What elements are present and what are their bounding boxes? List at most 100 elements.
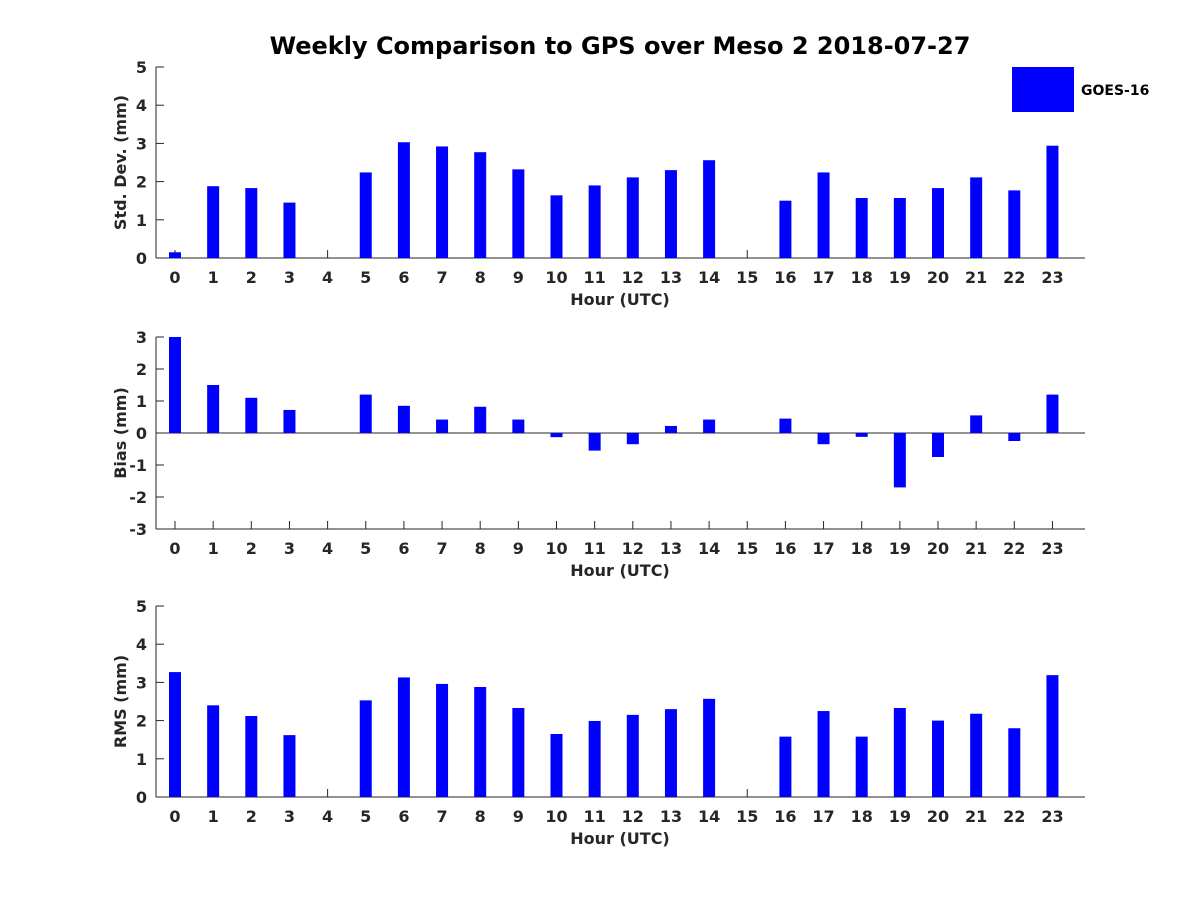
std-dev-xtick-label: 13 (660, 268, 682, 287)
rms-ytick-label: 2 (136, 712, 147, 731)
rms-bar-hour-19 (893, 707, 906, 797)
std-dev-xtick-label: 14 (698, 268, 720, 287)
std-dev-ytick-label: 5 (136, 58, 147, 77)
bias-y-label: Bias (mm) (111, 387, 130, 479)
rms-xtick-label: 10 (545, 807, 567, 826)
rms-bar-hour-13 (664, 709, 677, 797)
rms-bar-hour-16 (779, 736, 792, 797)
std-dev-xtick-label: 2 (246, 268, 257, 287)
std-dev-xtick-label: 19 (889, 268, 911, 287)
std-dev-xtick-label: 1 (208, 268, 219, 287)
bias-xtick-label: 19 (889, 539, 911, 558)
rms-xtick-label: 7 (436, 807, 447, 826)
rms-xtick-label: 2 (246, 807, 257, 826)
bias-xtick-label: 16 (774, 539, 796, 558)
bias-bar-hour-18 (855, 433, 868, 437)
rms-bar-hour-1 (207, 705, 220, 797)
bias-bar-hour-11 (588, 433, 601, 451)
legend-label-goes-16: GOES-16 (1081, 83, 1149, 99)
std-dev-bar-hour-8 (474, 152, 487, 258)
bias-bar-hour-13 (664, 425, 677, 433)
bias-bar-hour-21 (970, 415, 983, 433)
std-dev-bar-hour-21 (970, 177, 983, 258)
chart-title: Weekly Comparison to GPS over Meso 2 201… (270, 32, 971, 60)
std-dev-xtick-label: 15 (736, 268, 758, 287)
bias-ytick-label: 3 (136, 328, 147, 347)
bias-bar-hour-7 (436, 419, 449, 433)
rms-bar-hour-18 (855, 736, 868, 797)
rms-bar-hour-3 (283, 735, 296, 797)
std-dev-xtick-label: 21 (965, 268, 987, 287)
rms-ytick-label: 4 (136, 635, 147, 654)
bias-bar-hour-17 (817, 433, 830, 445)
rms-xtick-label: 14 (698, 807, 720, 826)
std-dev-bar-hour-16 (779, 200, 792, 258)
bias-bar-hour-9 (512, 419, 525, 433)
rms-ytick-label: 1 (136, 750, 147, 769)
std-dev-bar-hour-10 (550, 195, 563, 258)
std-dev-xtick-label: 22 (1003, 268, 1025, 287)
rms-xtick-label: 1 (208, 807, 219, 826)
std-dev-bar-hour-12 (626, 177, 639, 258)
rms-xtick-label: 8 (475, 807, 486, 826)
bias-x-label: Hour (UTC) (570, 561, 670, 580)
std-dev-xtick-label: 5 (360, 268, 371, 287)
bias-xtick-label: 14 (698, 539, 720, 558)
bias-ytick-label: 2 (136, 360, 147, 379)
rms-bar-hour-14 (703, 698, 716, 797)
rms-bar-hour-7 (436, 683, 449, 797)
bias-bar-hour-1 (207, 385, 220, 433)
rms-bar-hour-22 (1008, 728, 1021, 797)
rms-xtick-label: 18 (851, 807, 873, 826)
bias-bar-hour-14 (703, 419, 716, 433)
bias-xtick-label: 12 (622, 539, 644, 558)
std-dev-xtick-label: 6 (398, 268, 409, 287)
bias-xtick-label: 20 (927, 539, 949, 558)
bias-xtick-label: 6 (398, 539, 409, 558)
rms-bar-hour-6 (397, 677, 410, 797)
std-dev-ytick-label: 4 (136, 96, 147, 115)
rms-xtick-label: 19 (889, 807, 911, 826)
bias-ytick-label: 0 (136, 424, 147, 443)
rms-xtick-label: 21 (965, 807, 987, 826)
std-dev-ytick-label: 0 (136, 249, 147, 268)
bias-xtick-label: 1 (208, 539, 219, 558)
rms-x-label: Hour (UTC) (570, 829, 670, 848)
rms-xtick-label: 15 (736, 807, 758, 826)
bias-xtick-label: 7 (436, 539, 447, 558)
std-dev-bar-hour-11 (588, 185, 601, 258)
std-dev-bar-hour-5 (359, 172, 372, 258)
rms-ytick-label: 0 (136, 788, 147, 807)
rms-bar-hour-10 (550, 733, 563, 797)
rms-xtick-label: 12 (622, 807, 644, 826)
rms-xtick-label: 11 (584, 807, 606, 826)
bias-xtick-label: 23 (1041, 539, 1063, 558)
bias-bar-hour-12 (626, 433, 639, 445)
std-dev-xtick-label: 23 (1041, 268, 1063, 287)
rms-xtick-label: 16 (774, 807, 796, 826)
rms-xtick-label: 13 (660, 807, 682, 826)
rms-bar-hour-2 (245, 716, 258, 797)
std-dev-xtick-label: 10 (545, 268, 567, 287)
std-dev-ytick-label: 1 (136, 211, 147, 230)
bias-bar-hour-16 (779, 418, 792, 433)
rms-bar-hour-12 (626, 714, 639, 797)
std-dev-bar-hour-22 (1008, 190, 1021, 258)
rms-bar-hour-11 (588, 720, 601, 797)
bias-xtick-label: 21 (965, 539, 987, 558)
std-dev-bar-hour-7 (436, 146, 449, 258)
std-dev-xtick-label: 4 (322, 268, 333, 287)
std-dev-xtick-label: 8 (475, 268, 486, 287)
std-dev-ytick-label: 2 (136, 173, 147, 192)
std-dev-bar-hour-0 (169, 252, 181, 258)
std-dev-bar-hour-20 (932, 188, 944, 258)
bias-bar-hour-5 (359, 394, 372, 433)
bias-xtick-label: 4 (322, 539, 333, 558)
std-dev-bar-hour-3 (283, 202, 296, 258)
bias-bar-hour-0 (169, 337, 181, 433)
std-dev-ytick-label: 3 (136, 134, 147, 153)
bias-ytick-label: -3 (129, 520, 147, 539)
std-dev-xtick-label: 0 (169, 268, 180, 287)
